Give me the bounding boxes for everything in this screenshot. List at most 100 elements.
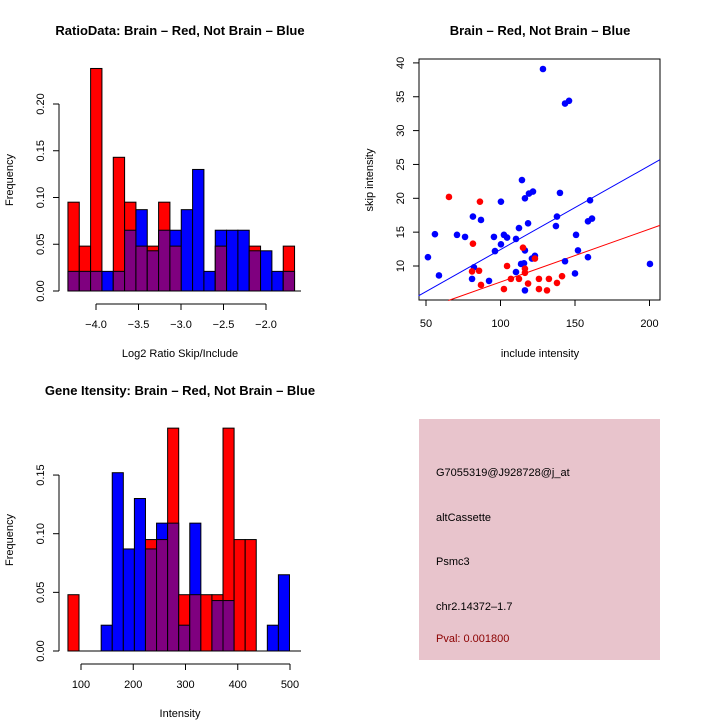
x-tick-label: 100 xyxy=(72,679,90,691)
scatter-plot-box xyxy=(418,58,661,301)
bar-not-brain xyxy=(266,624,279,652)
x-tick-label: −3.0 xyxy=(170,319,192,331)
y-tick-label: 40 xyxy=(395,57,407,69)
bar-brain xyxy=(200,594,213,652)
point-not-brain xyxy=(497,198,505,205)
intensity-hist-bars xyxy=(67,427,290,652)
y-tick-label: 35 xyxy=(395,91,407,103)
bar-not-brain xyxy=(226,229,239,292)
info-panel-background xyxy=(419,419,660,660)
point-not-brain xyxy=(497,241,505,248)
point-not-brain xyxy=(431,230,439,238)
point-not-brain xyxy=(588,215,596,222)
ratio-hist-title: RatioData: Brain – Red, Not Brain – Blue xyxy=(55,23,304,38)
point-brain xyxy=(475,267,483,275)
point-not-brain xyxy=(586,197,594,204)
point-not-brain xyxy=(512,268,520,276)
point-not-brain xyxy=(490,233,498,241)
point-not-brain xyxy=(553,213,561,220)
point-brain xyxy=(535,275,543,283)
intensity-histogram: Gene Itensity: Brain – Red, Not Brain – … xyxy=(4,383,315,720)
intensity-hist-axes: 100 200 300 400 500 0.00 0.05 0.10 0.15 xyxy=(35,464,301,691)
point-brain xyxy=(477,281,485,289)
point-not-brain xyxy=(646,260,654,268)
point-not-brain xyxy=(539,65,547,73)
bar-overlap xyxy=(189,594,202,652)
bar-brain xyxy=(90,67,103,292)
bar-overlap xyxy=(144,548,158,652)
bar-not-brain xyxy=(277,574,290,652)
y-tick-label: 25 xyxy=(395,158,407,170)
x-tick-label: 100 xyxy=(491,318,509,330)
info-event-type: altCassette xyxy=(436,512,491,524)
info-location: chr2.14372–1.7 xyxy=(436,601,512,613)
x-tick-label: −2.0 xyxy=(255,319,277,331)
bar-overlap xyxy=(222,600,235,652)
bar-overlap xyxy=(67,270,80,292)
point-not-brain xyxy=(424,253,432,261)
point-not-brain xyxy=(461,233,469,241)
fit-line-brain xyxy=(448,224,661,301)
bar-overlap xyxy=(135,245,148,292)
bar-not-brain xyxy=(100,624,113,652)
y-tick-label: 0.15 xyxy=(35,140,47,161)
point-not-brain xyxy=(521,195,529,202)
scatter-plot: Brain – Red, Not Brain – Blue 50 100 150 20… xyxy=(364,23,661,360)
y-tick-label: 0.15 xyxy=(35,464,47,485)
scatter-fit-lines xyxy=(418,159,661,301)
point-brain xyxy=(515,275,523,283)
point-brain xyxy=(531,255,539,262)
x-tick-label: 150 xyxy=(566,318,584,330)
x-tick-label: 500 xyxy=(281,679,299,691)
intensity-hist-ylabel: Frequency xyxy=(4,514,16,566)
bar-overlap xyxy=(169,245,182,292)
point-not-brain xyxy=(503,234,511,241)
x-tick-label: 300 xyxy=(176,679,194,691)
y-tick-label: 0.05 xyxy=(35,234,47,255)
x-tick-label: 200 xyxy=(640,318,658,330)
point-not-brain xyxy=(515,224,523,232)
point-not-brain xyxy=(574,247,582,254)
point-not-brain xyxy=(572,231,580,239)
bar-not-brain xyxy=(133,498,146,652)
bar-brain xyxy=(67,594,80,652)
x-tick-label: −4.0 xyxy=(85,319,107,331)
point-not-brain xyxy=(512,235,520,243)
fit-line-not-brain xyxy=(418,159,661,297)
point-brain xyxy=(469,240,477,247)
bar-overlap xyxy=(167,522,180,652)
info-probe-id: G7055319@J928728@j_at xyxy=(436,467,570,479)
point-not-brain xyxy=(469,213,477,220)
intensity-hist-title: Gene Itensity: Brain – Red, Not Brain – … xyxy=(45,383,315,398)
bar-not-brain xyxy=(180,209,194,292)
bar-brain xyxy=(244,539,257,652)
point-brain xyxy=(521,269,529,277)
bar-overlap xyxy=(282,270,296,292)
ratio-hist-xlabel: Log2 Ratio Skip/Include xyxy=(122,348,238,360)
point-brain xyxy=(543,287,551,294)
bar-not-brain xyxy=(271,270,284,292)
point-not-brain xyxy=(524,220,532,227)
point-brain xyxy=(503,262,511,270)
point-not-brain xyxy=(521,287,529,294)
scatter-xlabel: include intensity xyxy=(501,348,580,360)
scatter-axes: 50 100 150 200 10 15 20 25 30 35 40 xyxy=(395,57,659,330)
point-not-brain xyxy=(556,189,564,197)
point-not-brain xyxy=(491,247,499,255)
bar-not-brain xyxy=(237,229,250,292)
x-tick-label: −3.5 xyxy=(128,319,150,331)
point-not-brain xyxy=(529,188,537,195)
point-brain xyxy=(535,285,543,293)
intensity-hist-xlabel: Intensity xyxy=(160,708,201,720)
point-not-brain xyxy=(477,216,485,224)
bar-overlap xyxy=(178,624,191,652)
y-tick-label: 0.00 xyxy=(35,280,47,301)
point-not-brain xyxy=(565,97,573,105)
bar-overlap xyxy=(90,270,103,292)
bar-not-brain xyxy=(111,472,124,652)
bar-not-brain xyxy=(260,250,273,292)
point-not-brain xyxy=(435,272,443,279)
bar-overlap xyxy=(214,245,228,292)
x-tick-label: 200 xyxy=(124,679,142,691)
